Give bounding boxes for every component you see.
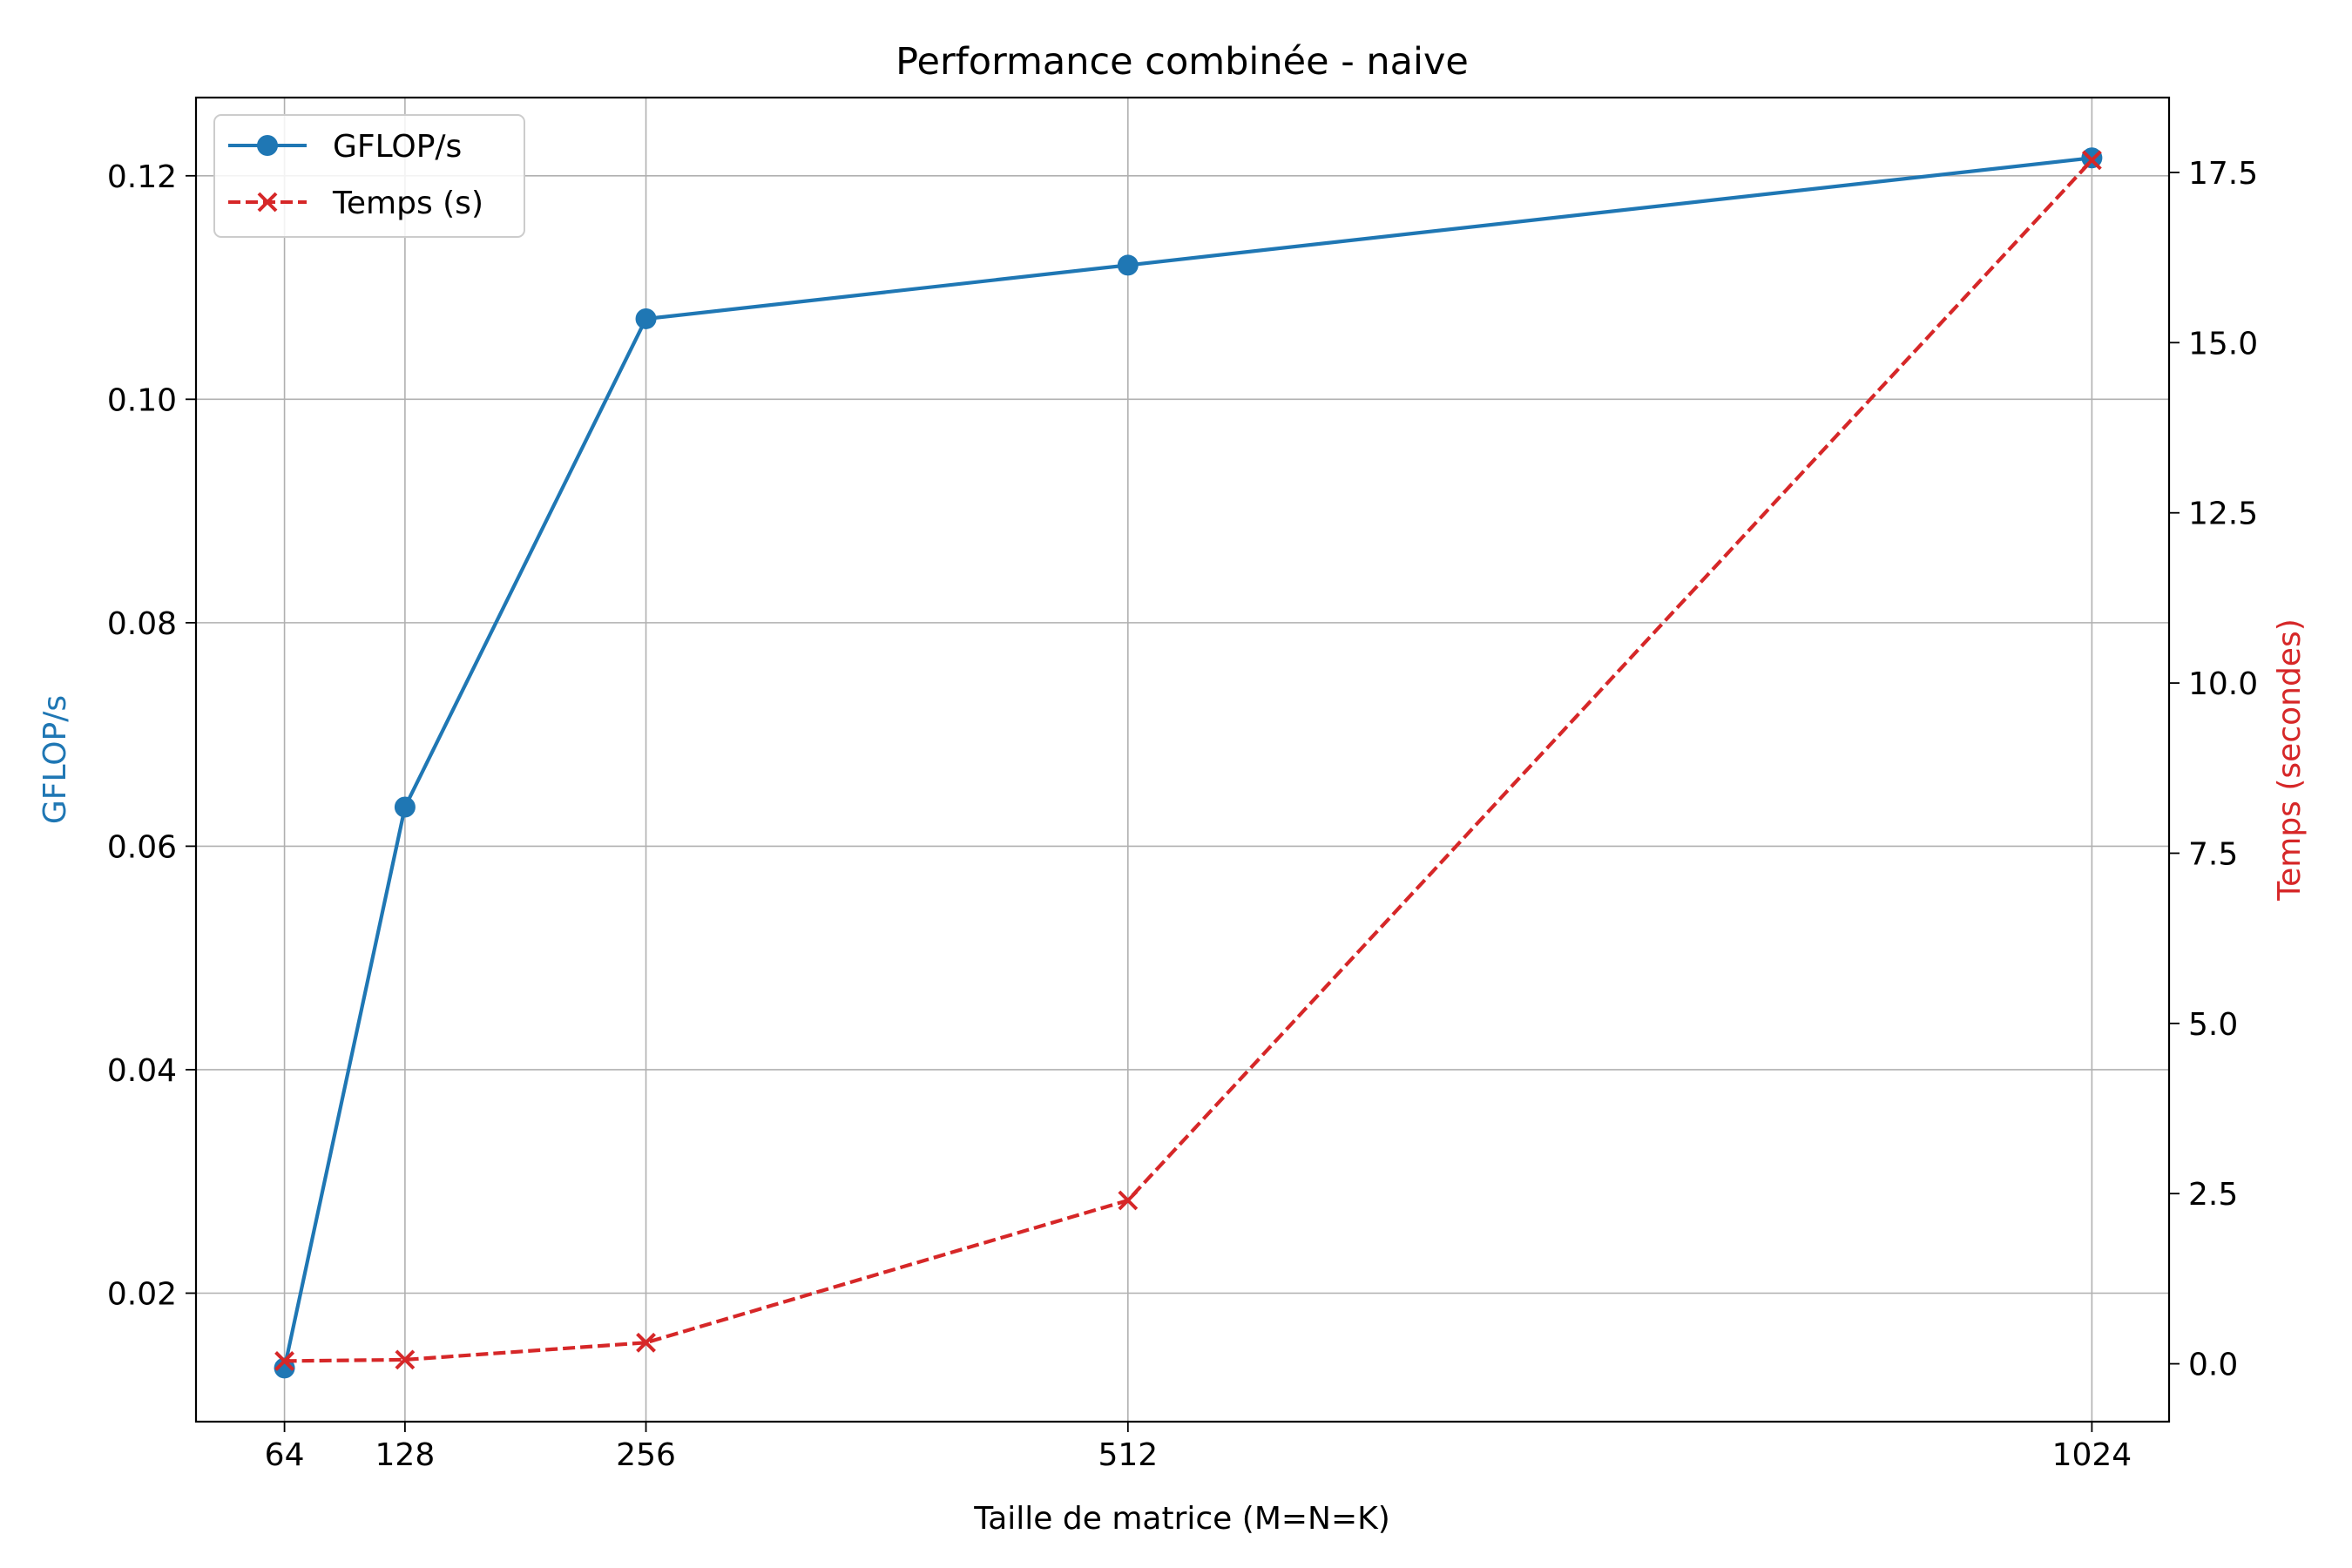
x-tick-label: 256 — [616, 1437, 676, 1473]
ticks-layer: 64 128 256 512 1024 0.02 0.04 0.06 0.08 0.10 0.12 0… — [107, 156, 2258, 1473]
right-y-tick-label: 12.5 — [2188, 497, 2258, 532]
left-y-tick-label: 0.08 — [107, 606, 177, 642]
right-y-tick-label: 5.0 — [2188, 1007, 2238, 1043]
left-y-tick-label: 0.10 — [107, 382, 177, 418]
right-y-tick-label: 10.0 — [2188, 666, 2258, 702]
time-series-line — [284, 159, 2093, 1363]
chart-title: Performance combinée - naive — [896, 40, 1469, 84]
right-y-tick-label: 7.5 — [2188, 836, 2238, 872]
left-y-axis-label: GFLOP/s — [37, 695, 73, 824]
right-y-tick-label: 17.5 — [2188, 156, 2258, 192]
time-data-point — [2081, 150, 2102, 171]
left-y-tick-label: 0.04 — [107, 1053, 177, 1089]
gflops-data-point — [1117, 254, 1139, 276]
gflops-data-point — [635, 308, 657, 329]
right-y-tick-label: 2.5 — [2188, 1177, 2238, 1213]
gflops-data-point — [394, 796, 416, 818]
right-y-tick-label: 15.0 — [2188, 326, 2258, 362]
right-y-tick-label: 0.0 — [2188, 1348, 2238, 1383]
plot-frame — [194, 96, 2171, 1423]
series-layer — [274, 147, 2103, 1379]
x-tick-label: 512 — [1098, 1437, 1158, 1473]
legend-gflops-marker — [257, 135, 278, 156]
time-data-point — [274, 1351, 294, 1371]
legend: GFLOP/s Temps (s) — [213, 114, 525, 238]
left-y-tick-label: 0.12 — [107, 159, 177, 195]
legend-gflops-label: GFLOP/s — [333, 129, 462, 165]
x-tick-label: 128 — [375, 1437, 436, 1473]
time-data-point — [395, 1349, 416, 1370]
time-data-point — [1118, 1190, 1139, 1211]
right-y-axis-label: Temps (secondes) — [2272, 618, 2308, 902]
x-axis-label: Taille de matrice (M=N=K) — [973, 1501, 1390, 1537]
left-y-tick-label: 0.02 — [107, 1276, 177, 1312]
legend-time-marker — [257, 192, 278, 213]
left-y-tick-label: 0.06 — [107, 829, 177, 865]
legend-time-label: Temps (s) — [332, 186, 483, 221]
time-data-point — [636, 1332, 656, 1353]
x-tick-label: 64 — [265, 1437, 305, 1473]
x-tick-label: 1024 — [2052, 1437, 2132, 1473]
